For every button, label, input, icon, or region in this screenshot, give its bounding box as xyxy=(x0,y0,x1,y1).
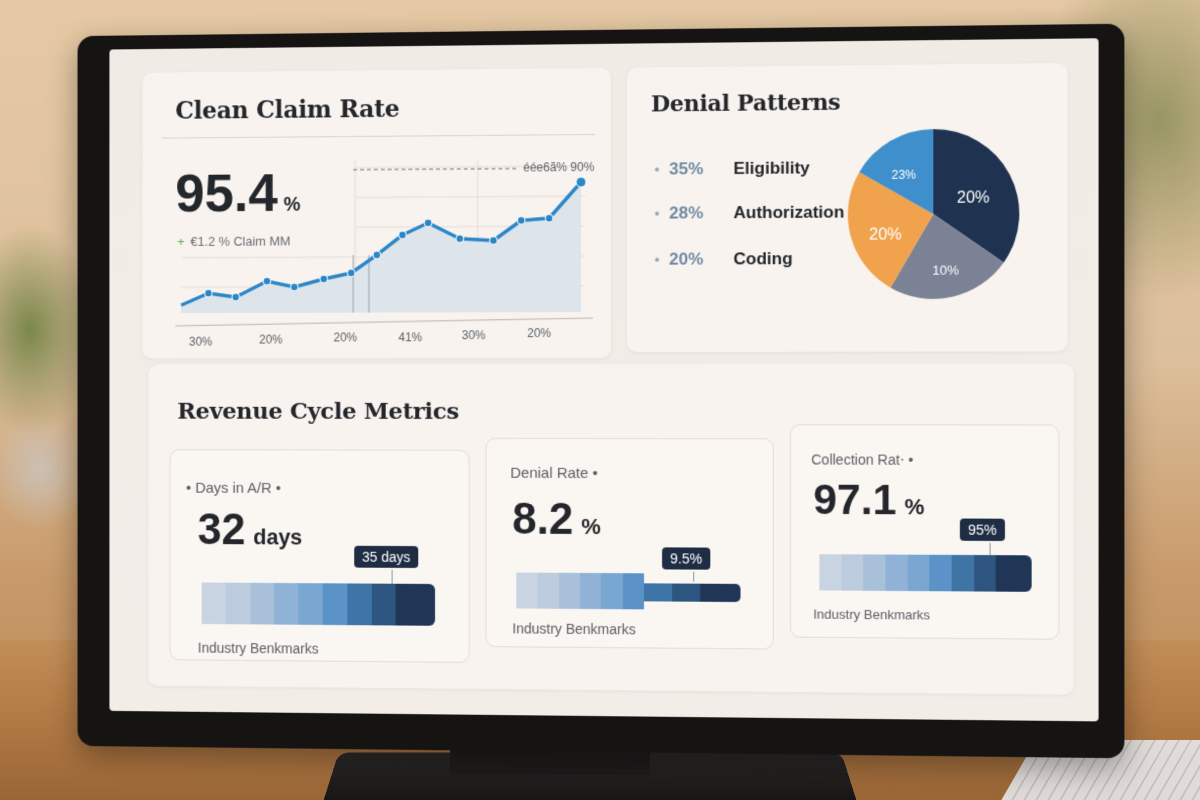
bullet-icon xyxy=(655,167,660,172)
metric-card-collection-rate: Collection Rat‧ • 97.1% 95% Industry Ben… xyxy=(790,424,1060,640)
value-unit: % xyxy=(904,494,925,520)
metric-title: Collection Rat‧ • xyxy=(811,451,914,468)
metric-value: 97.1% xyxy=(813,476,924,525)
metric-title: • Days in A/R • xyxy=(186,479,281,497)
clean-claim-rate-panel: Clean Claim Rate 95.4% + €1.2 % Claim MM xyxy=(142,67,611,359)
benchmark-bar xyxy=(516,572,741,611)
x-tick: 20% xyxy=(527,326,552,341)
pie-label-navy: 20% xyxy=(956,189,990,207)
metric-card-days-in-ar: • Days in A/R • 32 days 35 days Industry … xyxy=(169,449,470,663)
panel-title: Denial Patterns xyxy=(651,89,841,118)
benchmark-tooltip: 35 days xyxy=(354,545,419,568)
benchmark-footer: Industry Benkmarks xyxy=(512,620,636,638)
metric-value: 32 days xyxy=(198,506,303,556)
value-number: 8.2 xyxy=(512,494,574,544)
legend-pct: 28% xyxy=(669,203,704,223)
pie-label-gray: 10% xyxy=(932,262,959,278)
benchmark-footer: Industry Benkmarks xyxy=(813,606,931,623)
benchmark-marker xyxy=(989,542,991,556)
legend-item-authorization: 28% Authorization xyxy=(655,202,844,223)
value-unit: % xyxy=(581,513,601,540)
metric-title: Denial Rate • xyxy=(510,464,598,483)
denial-patterns-pie-chart xyxy=(847,128,1020,300)
denial-patterns-panel: Denial Patterns 35% Eligibility 28% Auth… xyxy=(626,62,1068,352)
target-label: éée6ã% 90% xyxy=(523,159,595,175)
revenue-cycle-metrics-panel: Revenue Cycle Metrics • Days in A/R • 32… xyxy=(148,363,1074,695)
x-tick: 20% xyxy=(259,332,283,347)
benchmark-bar xyxy=(819,554,1032,592)
bullet-icon xyxy=(655,257,660,262)
x-tick: 30% xyxy=(461,328,486,343)
bullet-icon xyxy=(655,211,660,216)
benchmark-tooltip: 95% xyxy=(959,518,1005,542)
benchmark-tooltip: 9.5% xyxy=(662,547,711,570)
monitor-frame: Clean Claim Rate 95.4% + €1.2 % Claim MM xyxy=(77,23,1125,759)
x-tick: 20% xyxy=(333,330,358,345)
legend-item-coding: 20% Coding xyxy=(655,249,793,270)
x-tick: 41% xyxy=(398,330,423,345)
benchmark-marker xyxy=(391,569,393,584)
pie-label-orange: 20% xyxy=(869,226,902,244)
value-number: 32 xyxy=(197,505,246,555)
pie-label-blue: 23% xyxy=(891,167,916,182)
legend-item-eligibility: 35% Eligibility xyxy=(655,158,810,179)
value-number: 97.1 xyxy=(813,475,897,524)
benchmark-bar xyxy=(201,582,436,626)
legend-label: Authorization xyxy=(733,202,845,223)
value-unit: days xyxy=(253,524,303,550)
dashboard-screen: Clean Claim Rate 95.4% + €1.2 % Claim MM xyxy=(109,38,1099,722)
metric-card-denial-rate: Denial Rate • 8.2% 9.5% Industry Benkmar… xyxy=(485,437,774,650)
benchmark-footer: Industry Benkmarks xyxy=(197,639,319,657)
metric-value: 8.2% xyxy=(512,495,600,545)
legend-label: Coding xyxy=(733,249,793,269)
legend-label: Eligibility xyxy=(733,158,810,179)
legend-pct: 20% xyxy=(669,249,704,269)
x-tick: 30% xyxy=(188,334,213,349)
clean-claim-line-chart xyxy=(142,68,611,359)
panel-title: Revenue Cycle Metrics xyxy=(177,397,459,425)
legend-pct: 35% xyxy=(669,159,704,179)
